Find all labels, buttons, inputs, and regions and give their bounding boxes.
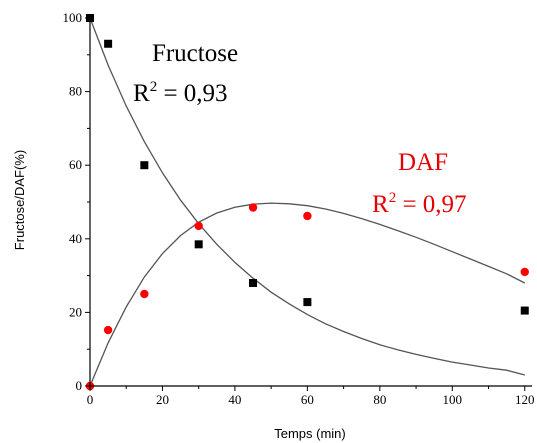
fit-curve-2 bbox=[89, 202, 526, 387]
circle-point bbox=[103, 325, 113, 335]
x-axis-label: Temps (min) bbox=[274, 426, 346, 441]
square-point bbox=[194, 240, 203, 249]
y-tick-label: 100 bbox=[63, 10, 83, 25]
circle-point bbox=[248, 203, 258, 212]
fit-curves bbox=[89, 17, 526, 387]
annotation-daf: DAF R2 = 0,97 bbox=[372, 149, 467, 218]
annotation-fructose-name: Fructose bbox=[152, 40, 238, 67]
square-point bbox=[249, 278, 258, 287]
x-tick-label: 100 bbox=[443, 392, 463, 407]
y-tick-label: 60 bbox=[69, 157, 82, 172]
x-tick-label: 80 bbox=[373, 392, 386, 407]
axes: 0 20 40 60 80 100 120 0 20 40 60 80 100 bbox=[63, 10, 535, 407]
y-tick-label: 80 bbox=[69, 84, 82, 99]
square-point bbox=[303, 298, 312, 307]
annotation-daf-name: DAF bbox=[398, 149, 448, 176]
square-point bbox=[140, 161, 149, 170]
x-tick-label: 40 bbox=[228, 392, 241, 407]
y-tick-label: 0 bbox=[76, 378, 83, 393]
circle-point bbox=[303, 211, 312, 221]
annotation-fructose-r2-value: 0,93 bbox=[184, 80, 228, 107]
circle-point bbox=[194, 221, 203, 231]
annotation-fructose-r2: R2 = 0,93 bbox=[133, 79, 228, 107]
annotation-fructose: Fructose R2 = 0,93 bbox=[133, 40, 238, 107]
y-tick-label: 40 bbox=[69, 231, 82, 246]
y-tick-label: 20 bbox=[69, 304, 82, 319]
y-axis-label: Fructose/DAF(%) bbox=[12, 150, 27, 250]
circle-point bbox=[140, 289, 149, 299]
square-point bbox=[104, 39, 113, 48]
circle-point bbox=[520, 267, 529, 277]
x-tick-label: 20 bbox=[156, 392, 169, 407]
annotation-daf-r2-value: 0,97 bbox=[423, 191, 467, 218]
x-tick-label: 60 bbox=[301, 392, 314, 407]
square-point bbox=[520, 306, 529, 315]
fit-curve-1 bbox=[89, 17, 525, 376]
x-tick-label: 120 bbox=[515, 392, 535, 407]
x-tick-label: 0 bbox=[87, 392, 94, 407]
annotation-daf-r2: R2 = 0,97 bbox=[372, 190, 467, 218]
